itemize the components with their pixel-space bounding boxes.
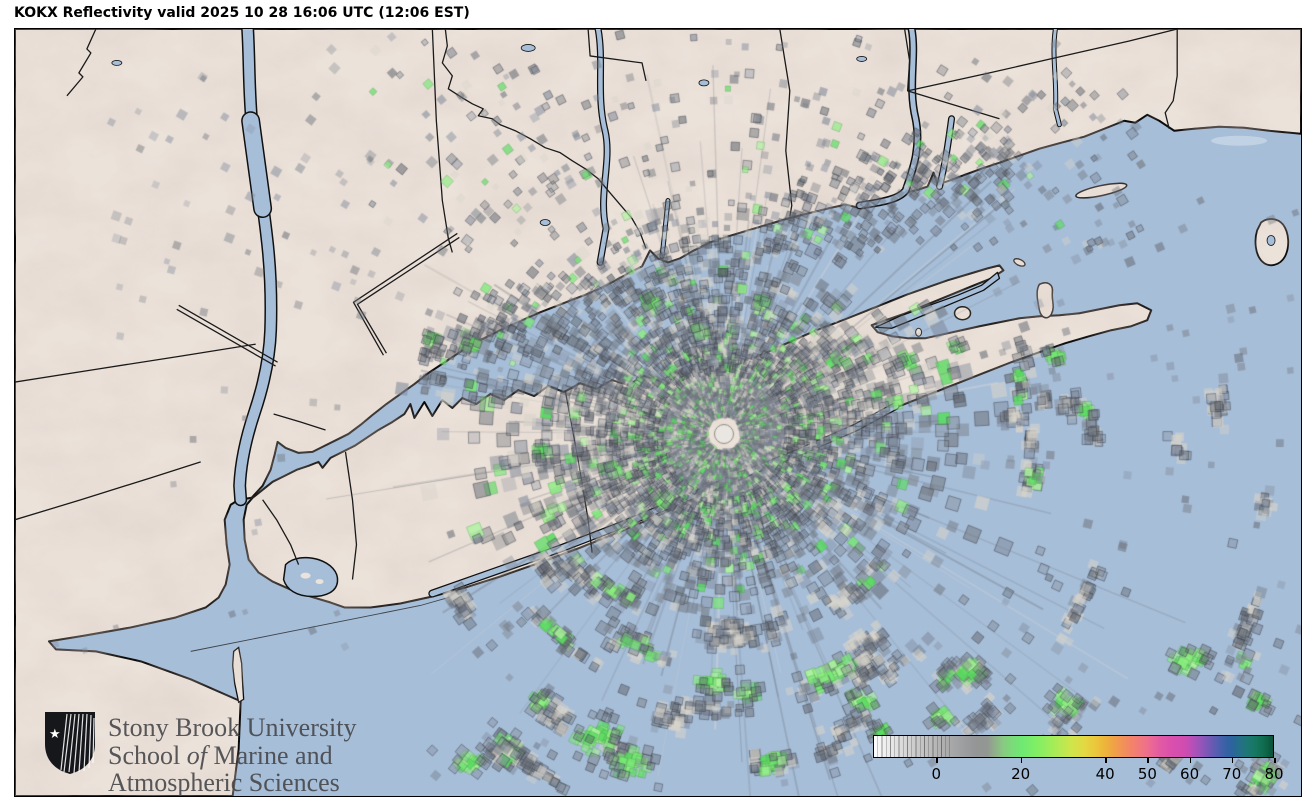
colorbar-tick-mark <box>1231 758 1234 763</box>
colorbar-tick-label: 50 <box>1137 765 1157 783</box>
colorbar-tick-label: 80 <box>1264 765 1284 783</box>
radar-echo-layer <box>15 29 1301 796</box>
colorbar-segment-lines <box>874 736 950 757</box>
colorbar-tick-label: 40 <box>1095 765 1115 783</box>
logo-line-1: Stony Brook University <box>108 713 357 742</box>
colorbar-tick-mark <box>1105 758 1107 763</box>
colorbar-gradient <box>873 735 1274 758</box>
logo-line-3: Atmospheric Sciences <box>108 768 340 797</box>
colorbar-tick-mark <box>1274 758 1276 763</box>
logo-shield-icon: ★ <box>45 712 95 774</box>
colorbar-tick-label: 60 <box>1180 765 1200 783</box>
colorbar-tick-label: 70 <box>1222 765 1242 783</box>
colorbar-tick-mark <box>1020 758 1023 763</box>
logo-text: Stony Brook University School of Marine … <box>108 713 357 797</box>
colorbar-tick-mark <box>1147 758 1149 763</box>
colorbar-tick-label: 20 <box>1011 765 1031 783</box>
stony-brook-logo: ★ Stony Brook University School of Marin… <box>41 710 357 797</box>
logo-line-2: School of Marine and <box>108 740 333 770</box>
figure-title: KOKX Reflectivity valid 2025 10 28 16:06… <box>14 5 470 21</box>
colorbar-tick-mark <box>1189 758 1192 763</box>
colorbar-tick-mark <box>936 758 938 763</box>
colorbar-tick-label: 0 <box>931 765 942 783</box>
star-icon: ★ <box>49 727 61 742</box>
reflectivity-colorbar: 0 20 40 50 60 70 80 <box>873 735 1284 785</box>
map-frame: 0 20 40 50 60 70 80 ★ Stony Brook Univ <box>14 28 1302 797</box>
